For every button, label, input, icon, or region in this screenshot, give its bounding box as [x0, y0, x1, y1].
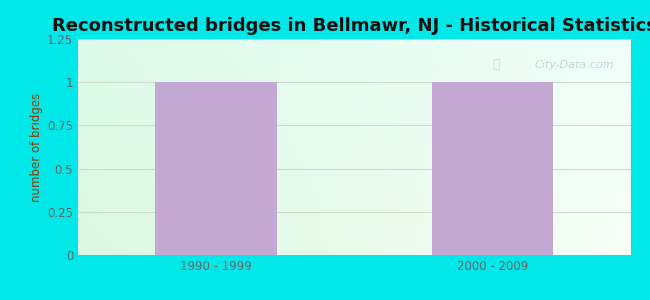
Text: City-Data.com: City-Data.com: [534, 60, 614, 70]
Bar: [432, 82, 553, 255]
Y-axis label: number of bridges: number of bridges: [30, 92, 43, 202]
Text: Ⓠ: Ⓠ: [493, 58, 500, 71]
Title: Reconstructed bridges in Bellmawr, NJ - Historical Statistics: Reconstructed bridges in Bellmawr, NJ - …: [52, 17, 650, 35]
Bar: [155, 82, 277, 255]
